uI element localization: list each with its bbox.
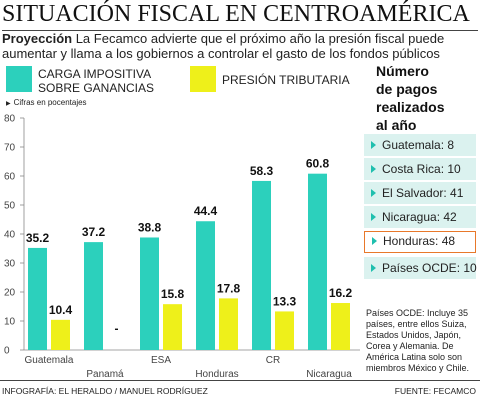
bar [140, 237, 159, 350]
data-label: 13.3 [273, 294, 297, 308]
y-tick-label: 0 [4, 346, 10, 357]
triangle-icon: ▶ [6, 101, 11, 107]
bar [308, 173, 327, 350]
pagos-item-ocde: Países OCDE: 10 [364, 257, 477, 279]
x-tick-label: Guatemala [25, 355, 74, 366]
pagos-title-line: realizados [376, 99, 445, 115]
credit: INFOGRAFÍA: EL HERALDO / MANUEL RODRÍGUE… [2, 386, 208, 396]
x-tick-label: Honduras [195, 369, 238, 380]
subtitle: Proyección La Fecamco advierte que el pr… [2, 31, 476, 61]
data-label: 44.4 [194, 204, 218, 218]
legend-swatch-carga [6, 66, 32, 92]
y-tick-label: 50 [4, 201, 16, 212]
pagos-item-label: Honduras: 48 [383, 234, 456, 248]
triangle-icon [372, 237, 377, 245]
unit-note-text: Cifras en pocentajes [13, 98, 87, 107]
pagos-item-nicaragua: Nicaragua: 42 [364, 206, 476, 228]
y-tick-label: 70 [4, 143, 16, 154]
pagos-title-line: Número [376, 63, 429, 79]
pagos-item-label: Países OCDE: 10 [382, 261, 477, 275]
pagos-item-label: El Salvador: 41 [382, 186, 464, 200]
legend-label-presion: PRESIÓN TRIBUTARIA [222, 73, 350, 87]
data-label: 38.8 [138, 220, 162, 234]
triangle-icon [371, 189, 376, 197]
bar [196, 221, 215, 350]
y-tick-label: 20 [4, 288, 16, 299]
x-tick-label: ESA [151, 355, 171, 366]
x-tick-label: Nicaragua [306, 369, 352, 380]
data-label: 35.2 [26, 231, 50, 245]
triangle-icon [371, 165, 376, 173]
y-tick-label: 10 [4, 317, 16, 328]
pagos-title-line: al año [376, 117, 417, 133]
pagos-item-label: Nicaragua: 42 [382, 210, 457, 224]
pagos-item-honduras: Honduras: 48 [364, 231, 476, 253]
data-label: 60.8 [306, 157, 330, 171]
triangle-icon [371, 264, 376, 272]
subtitle-text: La Fecamco advierte que el próximo año l… [2, 31, 445, 61]
source: FUENTE: FECAMCO [394, 386, 476, 396]
y-tick-label: 30 [4, 259, 16, 270]
bar [51, 319, 70, 350]
pagos-item-costa-rica: Costa Rica: 10 [364, 158, 476, 180]
bar [331, 303, 350, 350]
pagos-item-label: Guatemala: 8 [382, 138, 455, 152]
legend-label-carga: CARGA IMPOSITIVA SOBRE GANANCIAS [38, 67, 155, 95]
bar [275, 311, 294, 350]
bar [163, 304, 182, 350]
y-tick-label: 60 [4, 172, 16, 183]
x-tick-label: Panamá [86, 369, 124, 380]
subtitle-lead: Proyección [2, 31, 73, 46]
triangle-icon [371, 213, 376, 221]
y-tick-label: 80 [4, 114, 16, 125]
footnote: Países OCDE: Incluye 35 países, entre el… [366, 308, 470, 373]
data-label: 58.3 [250, 164, 274, 178]
data-label: - [115, 322, 119, 336]
data-label: 37.2 [82, 225, 106, 239]
data-label: 17.8 [217, 281, 241, 295]
y-tick-label: 40 [4, 230, 16, 241]
footer-divider [0, 380, 480, 381]
pagos-item-guatemala: Guatemala: 8 [364, 134, 476, 156]
bar-chart: 0 10 20 30 40 50 60 70 80 35.2 10.4 Guatemala 37.2 - P… [4, 114, 360, 380]
pagos-item-el-salvador: El Salvador: 41 [364, 182, 476, 204]
legend-swatch-presion [190, 66, 216, 92]
data-label: 15.8 [161, 287, 185, 301]
x-tick-label: CR [266, 355, 280, 366]
bar [84, 242, 103, 350]
triangle-icon [371, 141, 376, 149]
bar [252, 180, 271, 350]
pagos-item-label: Costa Rica: 10 [382, 162, 461, 176]
data-label: 10.4 [49, 303, 73, 317]
bar [28, 247, 47, 350]
page-title: SITUACIÓN FISCAL EN CENTROAMÉRICA [2, 0, 478, 31]
bar [219, 298, 238, 350]
unit-note: ▶ Cifras en pocentajes [6, 98, 87, 107]
data-label: 16.2 [329, 286, 353, 300]
pagos-title-line: de pagos [376, 81, 438, 97]
pagos-title: Número de pagos realizados al año [376, 62, 444, 134]
